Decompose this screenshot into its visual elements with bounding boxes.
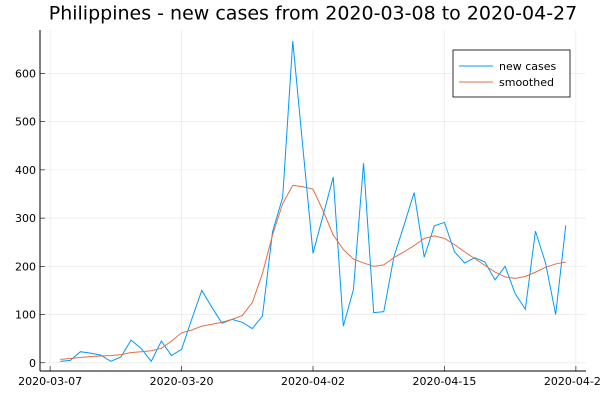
series-line <box>60 41 567 363</box>
legend-label: new cases <box>499 60 557 73</box>
x-tick-label: 2020-04-15 <box>412 375 476 388</box>
y-tick-label: 400 <box>15 164 36 177</box>
legend-box <box>452 49 571 98</box>
x-tick-label: 2020-04-28 <box>544 375 600 388</box>
legend-label: smoothed <box>499 76 554 89</box>
x-tick-label: 2020-03-07 <box>18 375 82 388</box>
y-tick-label: 0 <box>29 357 36 370</box>
y-tick-label: 200 <box>15 260 36 273</box>
chart-title: Philippines - new cases from 2020-03-08 … <box>49 3 577 25</box>
x-tick-label: 2020-03-20 <box>150 375 214 388</box>
x-tick-label: 2020-04-02 <box>281 375 345 388</box>
y-tick-label: 600 <box>15 67 36 80</box>
series-line <box>60 184 566 360</box>
y-tick-label: 300 <box>15 212 36 225</box>
y-tick-label: 500 <box>15 116 36 129</box>
y-tick-label: 100 <box>15 309 36 322</box>
